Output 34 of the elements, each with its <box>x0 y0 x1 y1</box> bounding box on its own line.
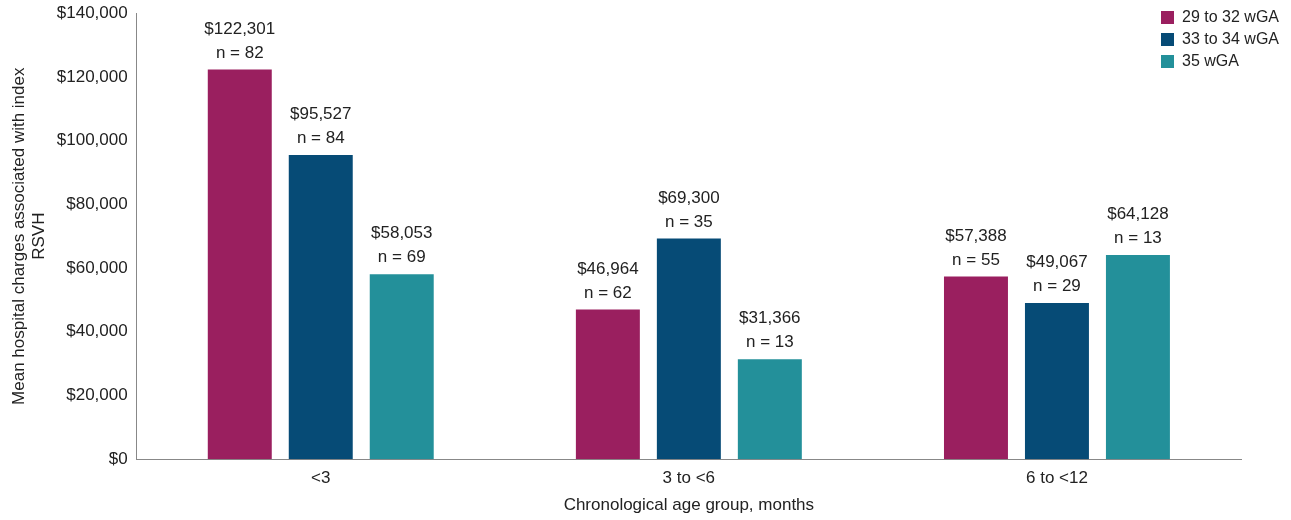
data-label: $31,366 n = 13 <box>739 308 801 352</box>
y-tick-label: $120,000 <box>56 66 128 86</box>
bar <box>207 69 272 460</box>
bar <box>1024 302 1089 460</box>
x-tick-label: 6 to <12 <box>1025 468 1088 488</box>
data-label: $49,067 n = 29 <box>1026 252 1088 296</box>
bar <box>575 309 640 460</box>
legend-label: 33 to 34 wGA <box>1182 30 1279 48</box>
x-tick-label: 3 to <6 <box>662 468 716 488</box>
bar <box>369 274 434 460</box>
y-axis-title: Mean hospital charges associated with index RSVH <box>8 67 49 405</box>
x-axis-title: Chronological age group, months <box>563 495 815 515</box>
x-tick-label: <3 <box>311 468 331 488</box>
y-tick-label: $0 <box>108 448 128 468</box>
y-tick-label: $140,000 <box>56 2 128 22</box>
data-label: $122,301 n = 82 <box>204 18 276 62</box>
data-label: $69,300 n = 35 <box>658 187 720 231</box>
bar <box>943 276 1008 460</box>
data-label: $57,388 n = 55 <box>945 225 1007 269</box>
data-label: $95,527 n = 84 <box>290 104 352 148</box>
legend-label: 29 to 32 wGA <box>1182 8 1279 26</box>
legend-label: 35 wGA <box>1182 52 1239 70</box>
y-tick-label: $60,000 <box>66 257 128 277</box>
bar <box>288 154 353 460</box>
y-tick-label: $100,000 <box>56 130 128 150</box>
data-label: $64,128 n = 13 <box>1107 204 1169 248</box>
y-tick-label: $80,000 <box>66 194 128 214</box>
bar <box>656 238 721 460</box>
data-label: $46,964 n = 62 <box>577 258 639 302</box>
bar <box>737 359 802 460</box>
y-tick-label: $20,000 <box>66 385 128 405</box>
y-tick-label: $40,000 <box>66 321 128 341</box>
bar <box>1105 254 1170 460</box>
data-label: $58,053 n = 69 <box>371 223 433 267</box>
